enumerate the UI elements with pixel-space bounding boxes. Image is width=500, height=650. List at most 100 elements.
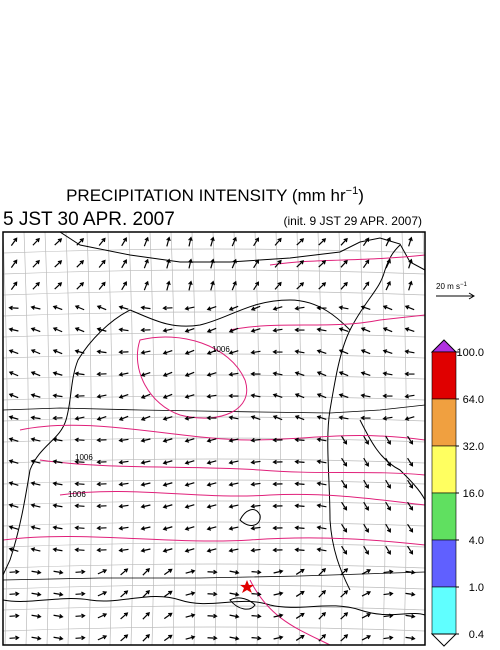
wind-arrow bbox=[140, 526, 151, 531]
wind-arrow bbox=[74, 481, 85, 487]
wind-arrow bbox=[316, 349, 327, 354]
wind-arrow bbox=[210, 280, 215, 291]
wind-arrow bbox=[316, 503, 327, 508]
wind-arrow bbox=[228, 393, 239, 399]
wind-arrow bbox=[404, 305, 415, 311]
grid-line bbox=[3, 605, 425, 611]
wind-arrow bbox=[340, 568, 349, 576]
wind-arrow bbox=[294, 305, 305, 311]
wind-arrow bbox=[341, 479, 348, 489]
grid-line bbox=[128, 232, 134, 645]
boundary-line bbox=[3, 404, 425, 414]
wind-arrow bbox=[184, 415, 195, 421]
wind-arrow bbox=[74, 349, 85, 354]
wind-arrow bbox=[385, 501, 391, 511]
wind-arrow bbox=[404, 393, 415, 399]
wind-arrow bbox=[184, 327, 195, 333]
wind-arrow bbox=[142, 611, 150, 620]
wind-arrow bbox=[30, 371, 41, 377]
wind-arrow bbox=[318, 260, 327, 268]
wind-arrow bbox=[74, 393, 85, 399]
wind-arrow bbox=[272, 547, 283, 553]
wind-arrow bbox=[272, 327, 283, 333]
wind-arrow bbox=[382, 349, 393, 354]
wind-arrow bbox=[250, 415, 261, 420]
wind-arrow bbox=[318, 634, 327, 642]
wind-arrow bbox=[274, 237, 282, 246]
wind-arrow bbox=[294, 525, 305, 531]
isobar bbox=[269, 254, 425, 266]
wind-arrow bbox=[341, 435, 348, 445]
wind-arrow bbox=[54, 260, 63, 268]
wind-arrow bbox=[294, 547, 305, 553]
wind-arrow bbox=[206, 393, 217, 399]
wind-arrow bbox=[30, 415, 41, 421]
wind-arrow bbox=[360, 349, 371, 355]
wind-arrow bbox=[185, 613, 196, 618]
wind-arrow bbox=[162, 416, 173, 421]
wind-arrow bbox=[385, 479, 391, 489]
wind-arrow bbox=[166, 258, 171, 269]
wind-arrow bbox=[341, 457, 348, 467]
wind-arrow bbox=[120, 568, 129, 576]
coastline bbox=[359, 419, 425, 501]
colorbar-segment bbox=[431, 351, 457, 400]
wind-arrow bbox=[340, 237, 348, 246]
wind-arrow bbox=[8, 393, 19, 399]
wind-arrow bbox=[338, 349, 349, 355]
wind-arrow bbox=[405, 569, 416, 575]
wind-arrow bbox=[316, 437, 327, 442]
grid-line bbox=[3, 269, 425, 275]
wind-arrow bbox=[250, 437, 261, 443]
wind-arrow bbox=[228, 305, 239, 311]
wind-arrow bbox=[118, 393, 129, 399]
wind-arrow bbox=[140, 371, 151, 377]
wind-arrow bbox=[121, 281, 127, 291]
wind-arrow bbox=[30, 481, 41, 486]
wind-arrow bbox=[75, 635, 86, 641]
wind-arrow bbox=[74, 459, 85, 465]
wind-arrow bbox=[184, 526, 195, 531]
wind-arrow bbox=[250, 503, 261, 509]
wind-arrow bbox=[162, 482, 173, 487]
wind-arrow bbox=[30, 349, 41, 355]
wind-arrow bbox=[385, 457, 391, 467]
wind-scale-text: 20 m s bbox=[436, 282, 460, 291]
colorbar: 100.0 64.0 32.0 16.0 4.0 1.0 0.4 bbox=[430, 339, 484, 647]
wind-arrow bbox=[361, 569, 372, 575]
wind-arrow bbox=[229, 592, 240, 597]
wind-arrow bbox=[118, 372, 129, 377]
grid-line bbox=[3, 521, 425, 527]
wind-arrow bbox=[316, 371, 327, 377]
wind-arrow bbox=[363, 523, 369, 533]
wind-arrow bbox=[206, 349, 217, 355]
wind-arrow bbox=[316, 327, 327, 332]
wind-arrow bbox=[296, 282, 305, 290]
grid-line bbox=[380, 232, 386, 645]
wind-arrow bbox=[295, 612, 305, 619]
wind-arrow bbox=[318, 568, 327, 576]
wind-arrow bbox=[362, 237, 370, 247]
wind-arrow bbox=[274, 259, 282, 268]
wind-arrow bbox=[53, 592, 64, 597]
wind-arrow bbox=[383, 635, 394, 641]
colorbar-segment bbox=[431, 492, 457, 541]
wind-arrow bbox=[140, 548, 151, 553]
wind-arrow bbox=[405, 635, 416, 641]
wind-arrow bbox=[30, 327, 41, 333]
wind-arrow bbox=[74, 371, 85, 377]
wind-arrow bbox=[360, 327, 371, 333]
wind-arrow bbox=[30, 437, 41, 442]
grid-line bbox=[359, 232, 365, 645]
wind-arrow bbox=[30, 459, 41, 464]
wind-arrow bbox=[405, 613, 416, 619]
colorbar-label: 4.0 bbox=[469, 535, 484, 547]
wind-arrow bbox=[52, 305, 63, 311]
wind-arrow bbox=[231, 258, 237, 269]
coastline bbox=[349, 244, 401, 331]
wind-arrow bbox=[76, 282, 85, 290]
wind-arrow bbox=[31, 570, 42, 575]
grid-line bbox=[44, 232, 50, 645]
wind-arrow bbox=[341, 501, 348, 511]
